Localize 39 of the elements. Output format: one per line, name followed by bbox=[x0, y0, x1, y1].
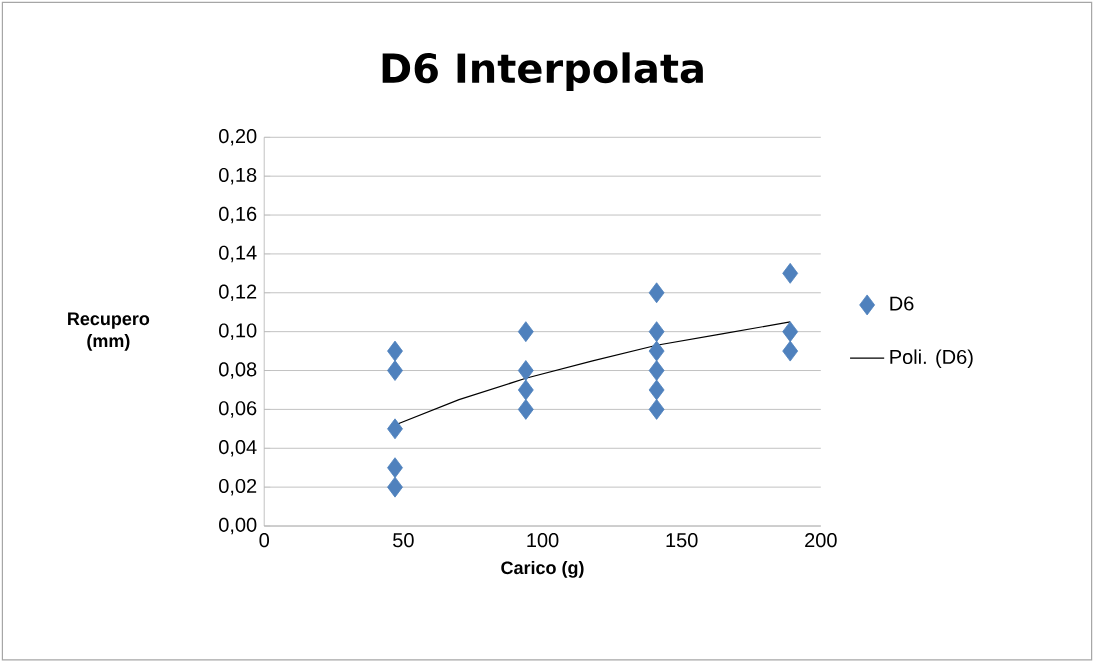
x-axis-title: Carico (g) bbox=[501, 560, 584, 578]
x-tick-label: 200 bbox=[805, 532, 837, 548]
x-tick-label: 100 bbox=[527, 532, 559, 548]
point bbox=[782, 321, 799, 342]
y-tick-label: 0,12 bbox=[219, 284, 257, 301]
point bbox=[387, 457, 403, 478]
y-tick-label: 0,02 bbox=[219, 478, 257, 496]
legend-label: Poli. (D6) bbox=[890, 349, 973, 368]
y-tick-label: 0,10 bbox=[219, 323, 257, 340]
y-tick-label: 0,16 bbox=[219, 206, 257, 224]
y-tick-label: 0,00 bbox=[219, 517, 257, 535]
chart-title: D6 Interpolata bbox=[382, 52, 703, 91]
y-tick-label: 0,08 bbox=[219, 362, 257, 379]
point bbox=[517, 359, 534, 381]
y-tick-label: 0,06 bbox=[219, 400, 257, 418]
point bbox=[648, 282, 665, 304]
point bbox=[387, 476, 403, 498]
point bbox=[648, 340, 665, 362]
y-tick-label: 0,18 bbox=[219, 167, 257, 185]
x-tick-label: 150 bbox=[666, 532, 698, 548]
y-tick-label: 0,04 bbox=[219, 439, 257, 457]
point bbox=[517, 379, 534, 401]
x-tick-label: 0 bbox=[259, 532, 269, 548]
point bbox=[387, 359, 403, 381]
point bbox=[387, 418, 403, 440]
y-axis-title: Recupero (mm) bbox=[68, 312, 150, 351]
point bbox=[517, 398, 534, 420]
point bbox=[782, 340, 799, 362]
y-tick-label: 0,20 bbox=[219, 128, 257, 146]
point bbox=[648, 321, 665, 342]
point bbox=[648, 359, 665, 381]
x-tick-label: 50 bbox=[393, 532, 414, 548]
legend-label: D6 bbox=[890, 296, 914, 311]
y-tick-label: 0,14 bbox=[219, 245, 257, 263]
point bbox=[387, 340, 403, 362]
point bbox=[517, 321, 534, 342]
point bbox=[782, 262, 799, 284]
point bbox=[648, 379, 665, 401]
point bbox=[648, 398, 665, 420]
